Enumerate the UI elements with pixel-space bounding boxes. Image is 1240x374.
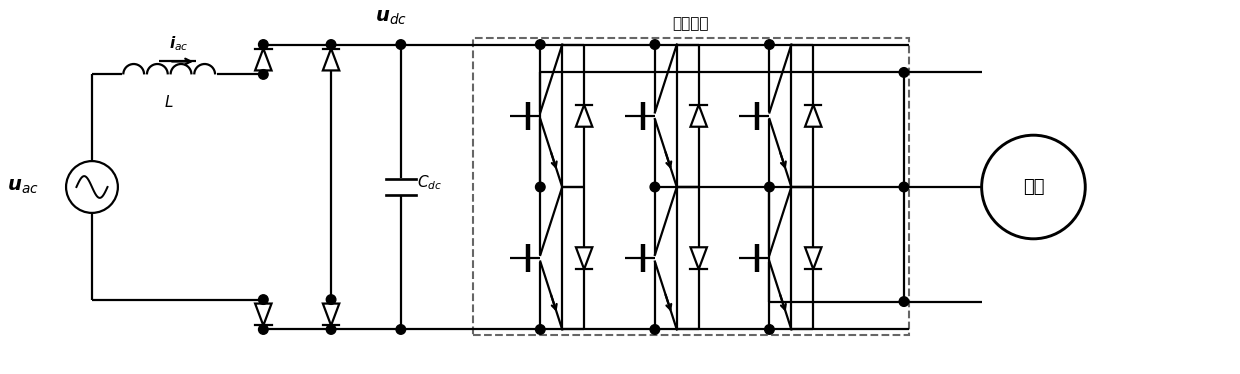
Text: 逆变电路: 逆变电路 — [672, 16, 709, 31]
Circle shape — [765, 325, 774, 334]
Circle shape — [650, 182, 660, 192]
Circle shape — [326, 295, 336, 304]
Circle shape — [396, 325, 405, 334]
Circle shape — [899, 297, 909, 306]
Circle shape — [650, 40, 660, 49]
Circle shape — [536, 182, 546, 192]
Circle shape — [536, 325, 546, 334]
Text: $\boldsymbol{u}_{ac}$: $\boldsymbol{u}_{ac}$ — [7, 178, 38, 196]
Text: $\boldsymbol{i}_{ac}$: $\boldsymbol{i}_{ac}$ — [170, 35, 188, 53]
Circle shape — [326, 40, 336, 49]
Circle shape — [650, 325, 660, 334]
Circle shape — [765, 182, 774, 192]
Text: 电机: 电机 — [1023, 178, 1044, 196]
Text: $\boldsymbol{u}_{dc}$: $\boldsymbol{u}_{dc}$ — [374, 8, 407, 27]
Circle shape — [326, 325, 336, 334]
Circle shape — [259, 40, 268, 49]
Bar — [472, 37, 909, 335]
Circle shape — [765, 40, 774, 49]
Circle shape — [259, 325, 268, 334]
Circle shape — [396, 40, 405, 49]
Text: $L$: $L$ — [165, 94, 174, 110]
Circle shape — [536, 40, 546, 49]
Circle shape — [259, 295, 268, 304]
Text: $C_{dc}$: $C_{dc}$ — [417, 174, 441, 192]
Circle shape — [259, 70, 268, 79]
Circle shape — [899, 182, 909, 192]
Circle shape — [899, 68, 909, 77]
